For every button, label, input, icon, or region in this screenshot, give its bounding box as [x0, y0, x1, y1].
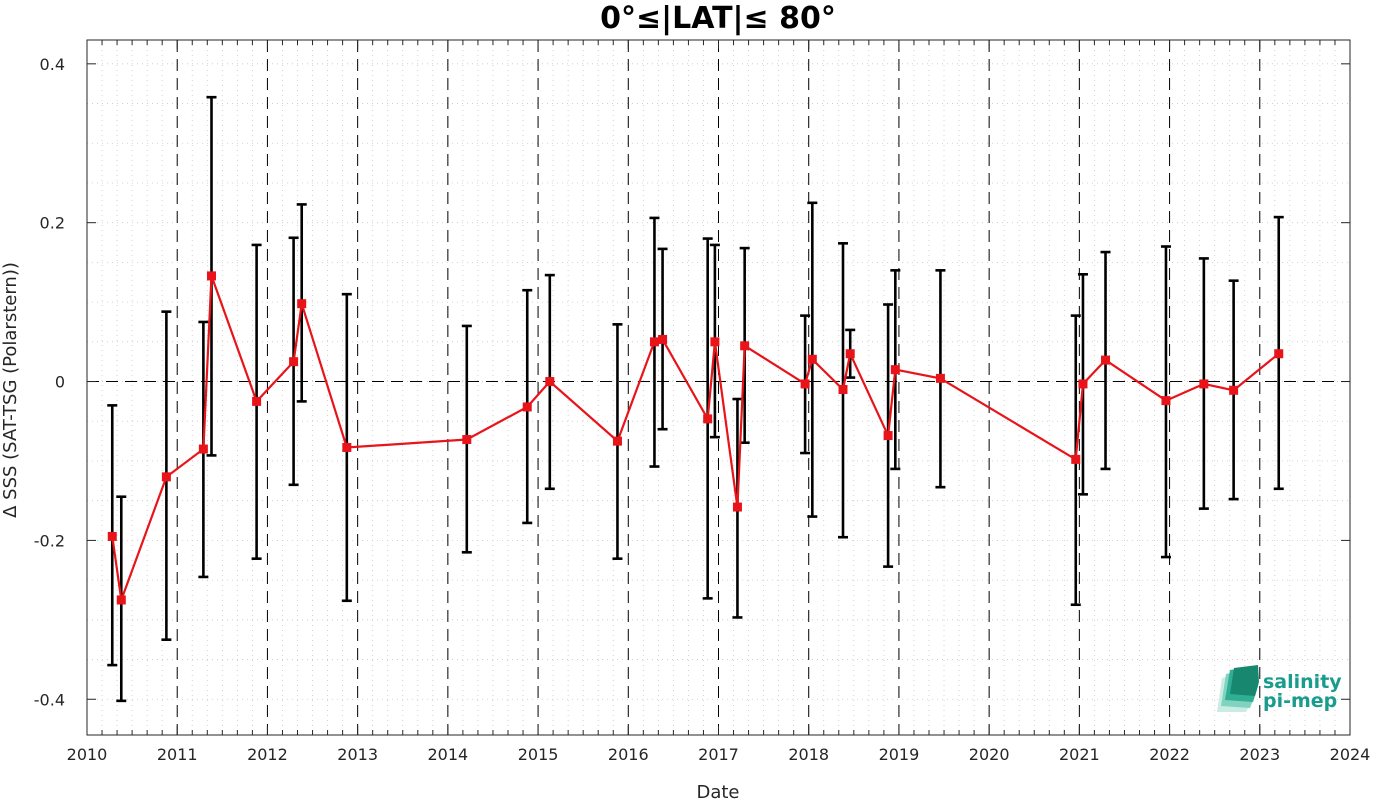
x-tick-label: 2019	[879, 745, 920, 764]
data-point	[107, 531, 117, 541]
data-point	[807, 354, 817, 364]
data-point	[732, 502, 742, 512]
series-line	[111, 275, 1280, 601]
x-tick-label: 2013	[337, 745, 378, 764]
data-point	[342, 442, 352, 452]
data-point	[890, 365, 900, 375]
data-point	[838, 384, 848, 394]
data-point	[1101, 355, 1111, 365]
data-point	[289, 357, 299, 367]
data-point	[649, 337, 659, 347]
data-point	[545, 377, 555, 387]
data-point	[206, 271, 216, 281]
x-tick-label: 2024	[1330, 745, 1371, 764]
x-tick-label: 2012	[247, 745, 288, 764]
x-tick-label: 2018	[788, 745, 829, 764]
data-point	[252, 396, 262, 406]
reference-lines	[87, 40, 1350, 735]
x-tick-label: 2022	[1149, 745, 1190, 764]
axis-ticks	[86, 40, 1351, 735]
data-point	[161, 472, 171, 482]
data-point	[710, 337, 720, 347]
data-point	[116, 595, 126, 605]
x-tick-label: 2023	[1239, 745, 1280, 764]
data-markers	[107, 271, 1284, 605]
y-axis-label: Δ SSS (SAT-TSG (Polarstern))	[0, 262, 21, 518]
data-point	[703, 414, 713, 424]
x-tick-label: 2021	[1059, 745, 1100, 764]
y-tick-labels: -0.4 -0.2 0 0.2 0.4	[34, 55, 65, 709]
x-tick-label: 2014	[427, 745, 468, 764]
wave-logo-icon	[1217, 665, 1259, 712]
data-point	[1274, 349, 1284, 359]
data-point	[935, 373, 945, 383]
y-tick-label: -0.4	[34, 690, 65, 709]
data-point	[883, 431, 893, 441]
data-point	[740, 341, 750, 351]
data-point	[198, 444, 208, 454]
data-point	[845, 349, 855, 359]
data-point	[612, 436, 622, 446]
x-tick-label: 2017	[698, 745, 739, 764]
data-point	[658, 334, 668, 344]
x-tick-label: 2020	[969, 745, 1010, 764]
data-point	[462, 435, 472, 445]
y-tick-label: 0	[55, 373, 65, 392]
chart-title: 0°≤|LAT|≤ 80°	[600, 1, 836, 36]
plot-grid	[87, 40, 1350, 735]
data-point	[1071, 454, 1081, 464]
x-tick-label: 2010	[67, 745, 108, 764]
y-tick-label: -0.2	[34, 531, 65, 550]
data-point	[1229, 385, 1239, 395]
x-tick-label: 2015	[518, 745, 559, 764]
data-point	[800, 379, 810, 389]
logo-text-salinity: salinity	[1263, 671, 1342, 693]
x-tick-label: 2011	[157, 745, 198, 764]
salinity-pi-mep-logo: salinity pi-mep	[1217, 665, 1342, 712]
data-point	[1161, 396, 1171, 406]
logo-text-pi-mep: pi-mep	[1263, 690, 1337, 712]
x-tick-labels: 2010 2011 2012 2013 2014 2015 2016 2017 2018 2019…	[67, 745, 1371, 764]
y-tick-label: 0.2	[40, 214, 65, 233]
x-tick-label: 2016	[608, 745, 649, 764]
data-point	[1078, 379, 1088, 389]
x-axis-label: Date	[696, 782, 739, 801]
data-point	[1199, 379, 1209, 389]
y-tick-label: 0.4	[40, 55, 65, 74]
data-point	[522, 402, 532, 412]
data-point	[297, 299, 307, 309]
